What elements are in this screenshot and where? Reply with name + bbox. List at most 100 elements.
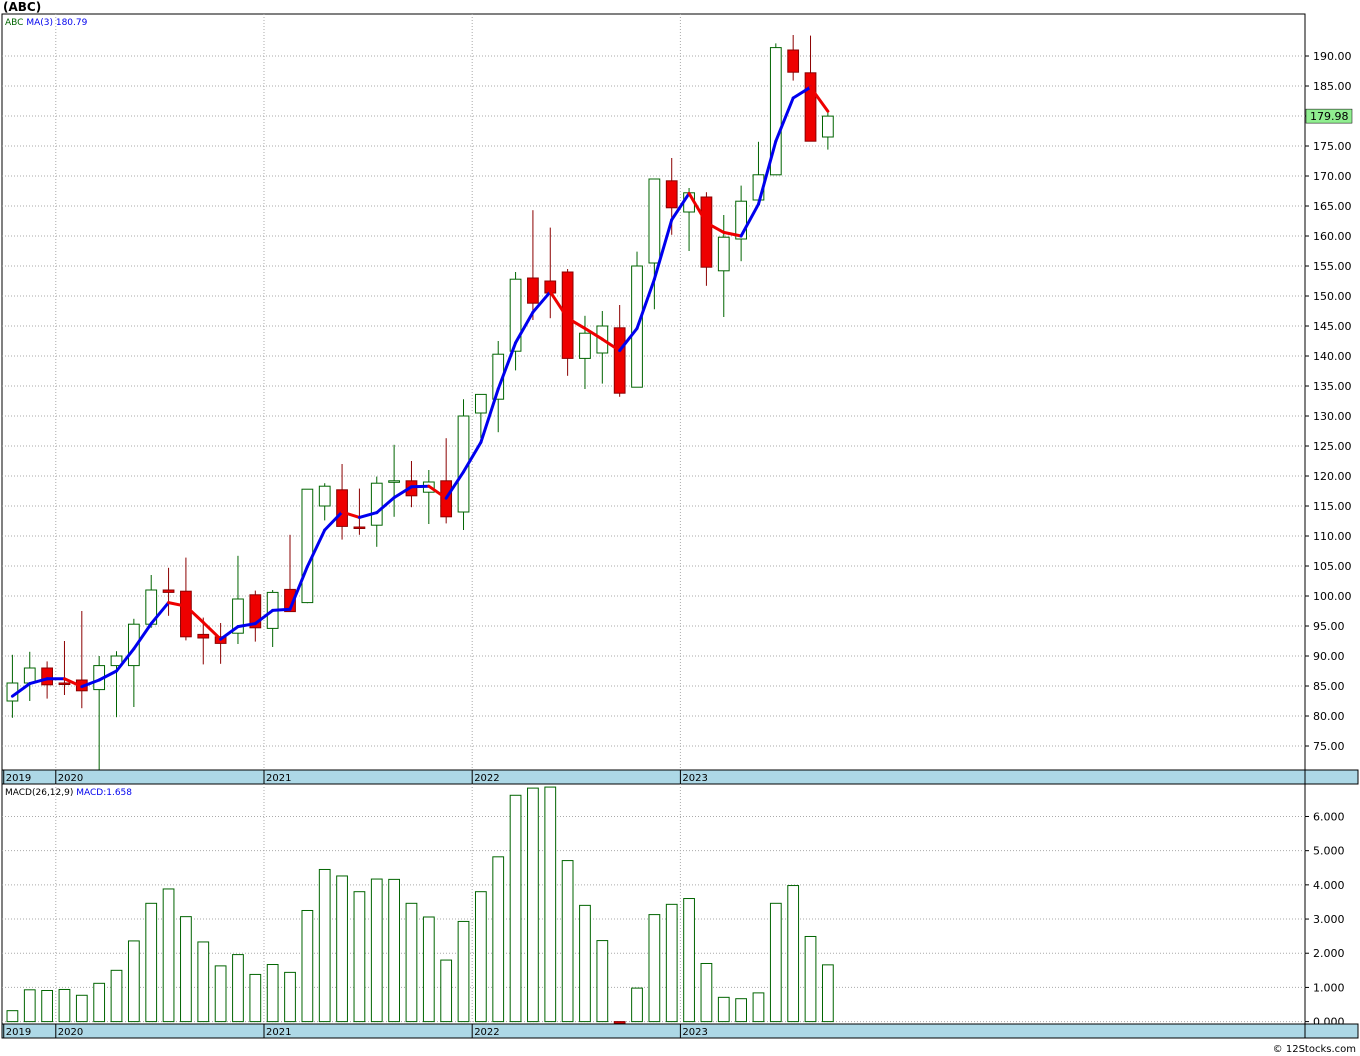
ma-line-segment xyxy=(739,202,760,238)
macd-bar xyxy=(93,982,106,1023)
candle-body xyxy=(41,667,53,686)
ma-line-segment xyxy=(670,191,691,222)
candle-body xyxy=(648,178,661,264)
candle xyxy=(735,185,747,262)
ma-line-segment xyxy=(340,510,361,519)
price-tick-label: 90.00 xyxy=(1313,650,1345,663)
candle-body xyxy=(787,49,800,73)
candle xyxy=(700,192,713,286)
macd-date-band xyxy=(1,1023,1306,1039)
candle xyxy=(561,269,574,376)
price-tick-label: 105.00 xyxy=(1313,560,1352,573)
candle xyxy=(821,110,834,150)
ma-line-segment xyxy=(548,290,570,320)
macd-bar xyxy=(388,878,400,1023)
price-tick-label: 75.00 xyxy=(1313,740,1345,753)
candle xyxy=(318,483,331,521)
candle-body xyxy=(336,489,348,527)
candle xyxy=(249,590,262,642)
ma-line-segment xyxy=(496,341,518,391)
candle-body xyxy=(23,667,36,684)
macd-tick-label: 6.000 xyxy=(1313,810,1345,823)
ma-line-segment xyxy=(201,620,223,641)
price-legend: ABC MA(3) 180.79 xyxy=(5,18,88,28)
macd-date-label: 2021 xyxy=(266,1027,291,1038)
candle-body xyxy=(700,196,713,268)
candle-body xyxy=(284,588,296,613)
macd-bar xyxy=(631,987,643,1023)
ma-line-segment xyxy=(791,85,813,100)
macd-bar xyxy=(821,964,834,1023)
macd-bar xyxy=(769,902,782,1023)
macd-bar xyxy=(579,904,591,1023)
macd-bar xyxy=(6,1010,19,1023)
candle-body xyxy=(388,480,400,483)
candle-body xyxy=(474,393,487,414)
price-tick-label: 110.00 xyxy=(1313,530,1352,543)
candle-body xyxy=(301,488,314,604)
macd-bar xyxy=(405,902,418,1023)
candle xyxy=(509,272,522,371)
macd-bar xyxy=(127,940,140,1023)
candle xyxy=(769,43,782,176)
candle-body xyxy=(527,277,539,304)
price-tick-label: 150.00 xyxy=(1313,290,1352,303)
candle-body xyxy=(127,623,140,667)
candle xyxy=(284,534,296,613)
macd-bar xyxy=(492,856,505,1023)
candle xyxy=(232,555,244,644)
candle xyxy=(301,488,314,604)
macd-bar xyxy=(162,888,175,1023)
chart-title: (ABC) xyxy=(3,0,42,14)
macd-bar xyxy=(509,794,522,1023)
price-tick-label: 155.00 xyxy=(1313,260,1352,273)
macd-date-label: 2023 xyxy=(682,1027,707,1038)
ma-line-segment xyxy=(305,528,327,569)
price-tick-label: 160.00 xyxy=(1313,230,1352,243)
price-tick-label: 165.00 xyxy=(1313,200,1352,213)
price-date-label: 2020 xyxy=(58,773,83,784)
price-tick-label: 145.00 xyxy=(1313,320,1352,333)
price-tick-label: 175.00 xyxy=(1313,140,1352,153)
ma-line-segment xyxy=(583,326,604,341)
macd-bar xyxy=(232,954,244,1023)
candle-body xyxy=(180,590,192,638)
price-tick-label: 100.00 xyxy=(1313,590,1352,603)
ma-line-segment xyxy=(635,277,656,330)
macd-bar xyxy=(318,868,331,1023)
ma-line-segment xyxy=(62,677,84,689)
macd-tick-label: 2.000 xyxy=(1313,947,1345,960)
candle xyxy=(353,488,366,535)
candle xyxy=(648,178,661,310)
candle xyxy=(336,464,348,540)
ma-line-segment xyxy=(375,496,396,515)
macd-legend-value: MACD:1.658 xyxy=(76,788,132,798)
macd-bar xyxy=(301,909,314,1023)
ma-line-segment xyxy=(10,682,32,698)
macd-bar xyxy=(249,973,262,1023)
macd-bar xyxy=(422,916,435,1023)
candle-body xyxy=(509,278,522,352)
candle xyxy=(787,35,800,81)
legend-ma-value: 180.79 xyxy=(56,18,88,28)
candle-body xyxy=(318,485,331,507)
macd-bar xyxy=(440,959,453,1023)
ma-line-segment xyxy=(531,290,552,314)
macd-bar xyxy=(284,971,296,1023)
ma-line-segment xyxy=(462,440,483,474)
ma-line-segment xyxy=(253,608,275,626)
macd-tick-label: 1.000 xyxy=(1313,981,1345,994)
macd-bar xyxy=(197,941,210,1023)
macd-bar xyxy=(648,914,661,1023)
candle xyxy=(58,641,71,695)
ma-line-segment xyxy=(809,85,830,113)
price-tick-label: 120.00 xyxy=(1313,470,1352,483)
ma-line-segment xyxy=(219,625,240,641)
macd-bar xyxy=(596,940,609,1023)
macd-bar xyxy=(787,885,800,1023)
candle-body xyxy=(232,598,244,634)
candle-body xyxy=(353,526,366,529)
price-tick-label: 125.00 xyxy=(1313,440,1352,453)
price-date-band-right xyxy=(1304,769,1359,785)
